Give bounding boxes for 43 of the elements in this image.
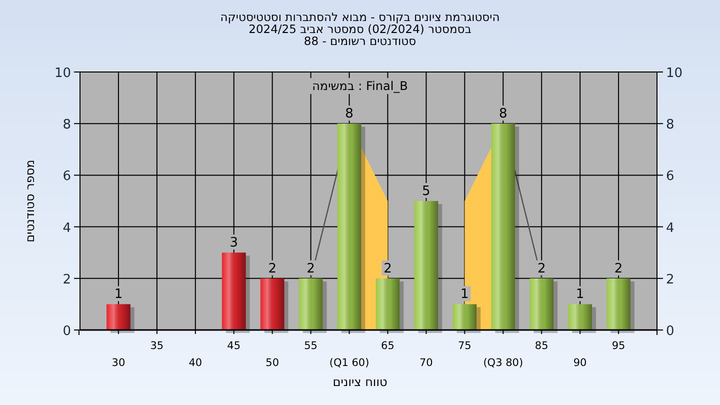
y-axis-title: מספר סטודנטים [23, 160, 37, 242]
x-axis-title: טווח ציונים [332, 375, 388, 389]
data-label: 1 [576, 287, 584, 302]
x-tick-label: 45 [227, 340, 241, 352]
y2-tick-label: 8 [666, 118, 674, 133]
data-label: 1 [114, 287, 123, 302]
data-label: 8 [345, 106, 354, 122]
annotation: במשימה : Final_B [312, 79, 408, 93]
data-label: 5 [422, 184, 430, 199]
chart-subtitle: בסמסטר (02/2024) סמסטר אביב 2024/25 סטודנטים רשומים - 88 [248, 22, 472, 48]
y-tick-label: 4 [62, 220, 71, 236]
y2-tick-label: 6 [666, 169, 674, 184]
x-tick-label: 65 [381, 340, 394, 352]
y-tick-label: 2 [62, 272, 71, 288]
data-label: 2 [537, 261, 546, 276]
x-tick-label: 90 [573, 357, 587, 369]
y2-tick-label: 0 [666, 324, 674, 339]
x-tick-label: 70 [420, 357, 433, 369]
data-label: 2 [306, 261, 315, 276]
y-tick-label: 10 [54, 66, 71, 81]
data-label: 2 [384, 261, 392, 276]
x-tick-label: 95 [612, 340, 626, 352]
data-label: 2 [614, 261, 623, 276]
y2-tick-label: 4 [666, 220, 674, 236]
chart-title: היסטוגרמת ציונים בקורס - מבוא להסתברות וסטטיסטיקה [220, 10, 500, 24]
x-tick-label: 40 [188, 357, 202, 369]
x-tick-label: (Q1 60) [329, 357, 370, 369]
x-tick-label: (Q3 80) [483, 357, 524, 369]
x-tick-label: 50 [266, 357, 280, 369]
x-tick-label: 75 [458, 340, 472, 352]
y2-tick-label: 10 [666, 66, 683, 81]
y2-tick-label: 2 [666, 272, 674, 288]
y-tick-label: 0 [62, 324, 71, 339]
x-tick-label: 35 [150, 340, 164, 352]
data-label: 2 [268, 261, 276, 276]
data-label: 8 [498, 106, 508, 122]
data-label: 1 [460, 287, 469, 302]
data-label: 3 [230, 236, 238, 251]
x-tick-label: 55 [304, 340, 318, 352]
y-tick-label: 8 [62, 118, 71, 133]
x-tick-label: 85 [534, 340, 548, 352]
y-tick-label: 6 [62, 169, 71, 184]
x-tick-label: 30 [112, 357, 126, 369]
